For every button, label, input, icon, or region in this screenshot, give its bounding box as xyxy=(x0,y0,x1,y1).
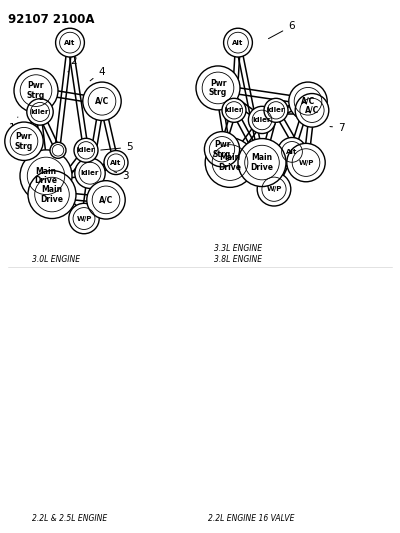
Ellipse shape xyxy=(14,69,58,112)
Text: Main
Drive: Main Drive xyxy=(250,153,274,172)
Text: A/C: A/C xyxy=(95,97,109,106)
Ellipse shape xyxy=(287,143,325,182)
Text: 3.3L ENGINE
3.8L ENGINE: 3.3L ENGINE 3.8L ENGINE xyxy=(214,245,262,264)
Text: Idler: Idler xyxy=(31,109,49,115)
Ellipse shape xyxy=(204,132,240,167)
Text: W/P: W/P xyxy=(266,186,282,192)
Text: 7: 7 xyxy=(330,123,345,133)
Text: W/P: W/P xyxy=(298,159,314,166)
Text: 6: 6 xyxy=(268,21,295,39)
Text: Pwr
Strg: Pwr Strg xyxy=(15,132,33,151)
Ellipse shape xyxy=(238,139,286,187)
Text: A/C: A/C xyxy=(301,97,315,106)
Text: Idler: Idler xyxy=(225,107,243,114)
Ellipse shape xyxy=(74,138,98,163)
Ellipse shape xyxy=(50,142,66,158)
Ellipse shape xyxy=(56,28,84,57)
Text: Main
Drive: Main Drive xyxy=(40,185,64,204)
Ellipse shape xyxy=(248,106,276,134)
Text: Pwr
Strg: Pwr Strg xyxy=(27,81,45,100)
Text: Idler: Idler xyxy=(267,107,285,114)
Text: Alt: Alt xyxy=(286,149,298,155)
Ellipse shape xyxy=(69,203,99,234)
Ellipse shape xyxy=(257,172,291,206)
Text: Pwr
Strg: Pwr Strg xyxy=(209,78,227,98)
Ellipse shape xyxy=(27,99,53,125)
Text: 2.2L ENGINE 16 VALVE: 2.2L ENGINE 16 VALVE xyxy=(208,514,294,523)
Ellipse shape xyxy=(83,82,121,120)
Ellipse shape xyxy=(87,181,125,219)
Ellipse shape xyxy=(196,66,240,110)
Text: Main
Drive: Main Drive xyxy=(218,153,242,172)
Ellipse shape xyxy=(264,98,288,123)
Ellipse shape xyxy=(224,28,252,57)
Ellipse shape xyxy=(295,93,329,127)
Text: A/C: A/C xyxy=(99,196,113,204)
Ellipse shape xyxy=(205,138,255,188)
Text: W/P: W/P xyxy=(76,215,92,222)
Ellipse shape xyxy=(278,138,306,166)
Ellipse shape xyxy=(5,122,43,160)
Text: Idler: Idler xyxy=(77,147,95,154)
Ellipse shape xyxy=(104,150,128,175)
Ellipse shape xyxy=(75,158,105,189)
Ellipse shape xyxy=(20,150,72,202)
Text: Alt: Alt xyxy=(64,39,76,46)
Text: Idler: Idler xyxy=(253,117,271,123)
Text: 92107 2100A: 92107 2100A xyxy=(8,13,94,26)
Ellipse shape xyxy=(28,171,76,219)
Text: Main
Drive: Main Drive xyxy=(34,166,58,185)
Ellipse shape xyxy=(289,82,327,120)
Text: Idler: Idler xyxy=(81,170,99,176)
Text: Alt: Alt xyxy=(232,39,244,46)
Text: Alt: Alt xyxy=(110,159,122,166)
Text: Pwr
Strg: Pwr Strg xyxy=(213,140,231,159)
Text: A/C: A/C xyxy=(305,106,319,115)
Text: 2.2L & 2.5L ENGINE: 2.2L & 2.5L ENGINE xyxy=(32,514,107,523)
Text: 4: 4 xyxy=(90,67,105,81)
Text: 3: 3 xyxy=(114,171,129,181)
Text: 3.0L ENGINE: 3.0L ENGINE xyxy=(32,255,80,264)
Text: 2: 2 xyxy=(68,56,77,72)
Text: 1: 1 xyxy=(9,117,18,133)
Ellipse shape xyxy=(222,98,246,123)
Text: 5: 5 xyxy=(101,142,133,152)
